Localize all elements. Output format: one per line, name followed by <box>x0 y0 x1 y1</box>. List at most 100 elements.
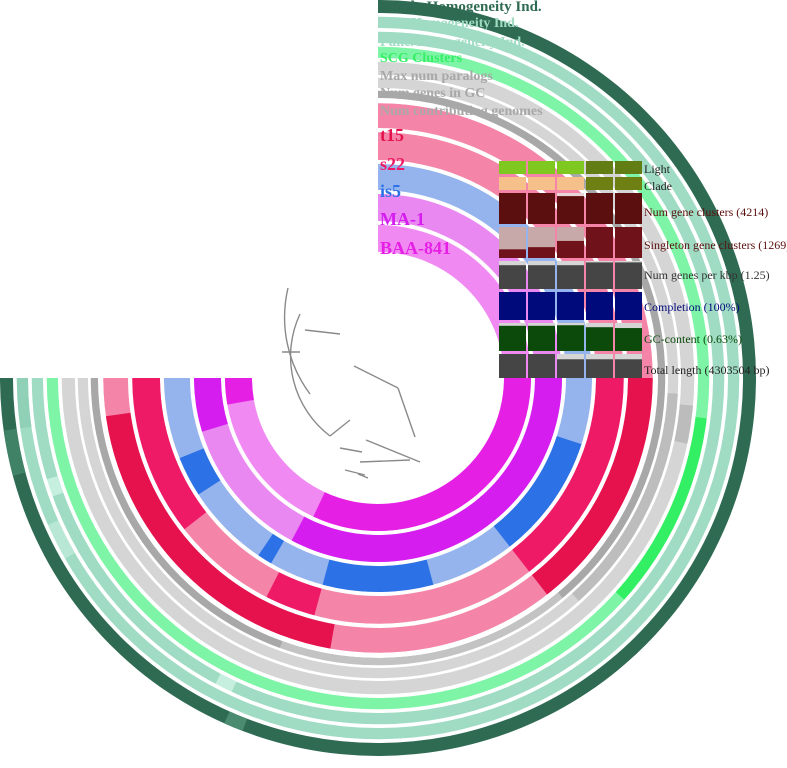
meta-light-bar-2 <box>557 161 584 174</box>
ring-separator-1 <box>29 29 727 727</box>
ring-ma-1-segment-0 <box>291 378 562 562</box>
meta-genes-per-kbp-bar-0 <box>499 265 526 289</box>
layer-label-t15: t15 <box>380 125 404 145</box>
ring-s22-segment-1 <box>266 572 322 616</box>
ring-geo-homogeneity-segment-0 <box>47 520 75 559</box>
ring-baa-841-segment-0 <box>313 378 531 531</box>
ring-separator-4 <box>75 75 681 681</box>
meta-light-bar-0 <box>499 161 526 174</box>
meta-light-bar-1 <box>528 161 555 174</box>
meta-genes-per-kbp-bar-1 <box>528 265 555 289</box>
meta-light-bar-4 <box>615 161 642 174</box>
ring-is5-segment-0 <box>493 436 582 547</box>
meta-total-length-bar-2 <box>557 359 584 378</box>
meta-label-completion: Completion (100%) <box>644 300 740 314</box>
ring-num-contributing-genomes-segment-0 <box>279 592 564 666</box>
meta-singleton-clusters-bar-2 <box>557 240 584 258</box>
dendrogram-branch-1 <box>304 329 341 335</box>
ring-ma-1-segment-1 <box>194 378 228 432</box>
dendrogram-branch-9 <box>344 469 366 476</box>
meta-num-gene-clusters-bar-2 <box>557 196 584 224</box>
meta-singleton-clusters-bar-0 <box>499 249 526 258</box>
ring-comb-homogeneity-segment-0 <box>3 428 26 476</box>
meta-completion-bar-3 <box>586 292 613 320</box>
ring-t15-segment-0 <box>531 378 653 595</box>
meta-completion-bar-1 <box>528 292 555 320</box>
ring-separator-0 <box>14 14 742 742</box>
layer-label-ma-1: MA-1 <box>380 209 425 229</box>
meta-singleton-clusters-bar-1 <box>528 247 555 258</box>
meta-total-length-bar-4 <box>615 359 642 378</box>
ring-baa-841-segment-1 <box>225 378 254 405</box>
layer-label-s22: s22 <box>380 154 406 174</box>
dendrogram-branch-6 <box>397 387 416 438</box>
meta-num-gene-clusters-bar-3 <box>586 193 613 224</box>
layer-label-scg-clusters: SCG Clusters <box>380 51 463 66</box>
meta-clade-bar-0 <box>499 177 526 190</box>
meta-total-length-bar-3 <box>586 359 613 378</box>
ring-separator-3 <box>59 59 697 697</box>
ring-comb-homogeneity-segment-1 <box>224 711 248 731</box>
ring-max-num-paralogs-segment-0 <box>674 404 694 444</box>
meta-completion-bar-2 <box>557 292 584 320</box>
ring-s22-segment-3 <box>132 378 207 530</box>
ring-t15-segment-1 <box>105 412 335 649</box>
meta-genes-per-kbp-bar-3 <box>586 262 613 289</box>
dendrogram-branch-5 <box>353 365 399 389</box>
meta-total-length-bar-0 <box>499 354 526 378</box>
ring-separator-2 <box>44 44 712 712</box>
meta-clade-bar-2 <box>557 177 584 190</box>
ring-func-homogeneity-segment-0 <box>215 673 237 693</box>
ring-separator-10 <box>222 222 534 534</box>
meta-clade-bar-1 <box>528 177 555 190</box>
dendrogram-branch-0 <box>283 287 311 395</box>
layer-label-baa-841: BAA-841 <box>380 238 451 258</box>
ring-num-genes-in-gc-segment-0 <box>572 393 679 602</box>
meta-gc-content-bar-4 <box>615 328 642 351</box>
ring-is5-segment-2 <box>258 533 284 564</box>
dendrogram-branch-3 <box>289 313 331 437</box>
meta-label-clade: Clade <box>644 179 672 193</box>
meta-completion-bar-4 <box>615 292 642 320</box>
meta-num-gene-clusters-bar-4 <box>615 193 642 224</box>
ring-scg-clusters-segment-0 <box>615 416 708 601</box>
ring-geo-homogeneity-segment-1 <box>16 378 32 429</box>
meta-gc-content-bar-2 <box>557 325 584 351</box>
layer-label-num-contributing-genomes: Num contributing genomes <box>380 104 543 119</box>
meta-gc-content-bar-3 <box>586 327 613 351</box>
layer-label-comb-homogeneity: Comb. Homogeneity Ind. <box>380 0 542 15</box>
meta-label-light: Light <box>644 162 670 176</box>
dendrogram-branch-8 <box>359 459 411 463</box>
meta-gc-content-bar-0 <box>499 325 526 351</box>
meta-genes-per-kbp-bar-2 <box>557 265 584 289</box>
meta-clade-bar-3 <box>586 177 613 190</box>
dendrogram-branch-4 <box>329 419 351 437</box>
layer-label-max-num-paralogs: Max num paralogs <box>380 69 493 84</box>
meta-label-num-gene-clusters: Num gene clusters (4214) <box>644 205 769 219</box>
dendrogram-branch-11 <box>339 447 363 453</box>
meta-total-length-bar-1 <box>528 354 555 378</box>
ring-separator-6 <box>100 100 656 656</box>
meta-light-bar-3 <box>586 161 613 174</box>
dendrogram-branch-7 <box>365 439 421 463</box>
meta-clade-bar-4 <box>615 177 642 190</box>
meta-label-gc-content: GC-content (0.63%) <box>644 332 742 346</box>
meta-singleton-clusters-bar-4 <box>615 227 642 258</box>
meta-label-genes-per-kbp: Num genes per kbp (1.25) <box>644 268 770 282</box>
dendrogram-branch-10 <box>357 473 369 479</box>
layer-label-is5: is5 <box>380 181 402 201</box>
meta-num-gene-clusters-bar-0 <box>499 193 526 224</box>
meta-completion-bar-0 <box>499 292 526 320</box>
meta-singleton-clusters-bar-3 <box>586 227 613 258</box>
ring-is5-segment-3 <box>179 448 221 495</box>
meta-label-singleton-gene-clusters: Singleton gene clusters (1269) <box>644 238 787 252</box>
layer-label-num-genes-in-gc: Num genes in GC <box>380 86 486 101</box>
meta-label-total-length: Total length (4303504 bp) <box>644 363 770 377</box>
meta-genes-per-kbp-bar-4 <box>615 262 642 289</box>
ring-s22-segment-0 <box>512 378 624 572</box>
layer-label-func-homogeneity: Func. Homogeneity Ind. <box>380 35 525 50</box>
layer-label-geo-homogeneity: Geo. Homogeneity Ind. <box>380 16 519 31</box>
meta-num-gene-clusters-bar-1 <box>528 193 555 224</box>
